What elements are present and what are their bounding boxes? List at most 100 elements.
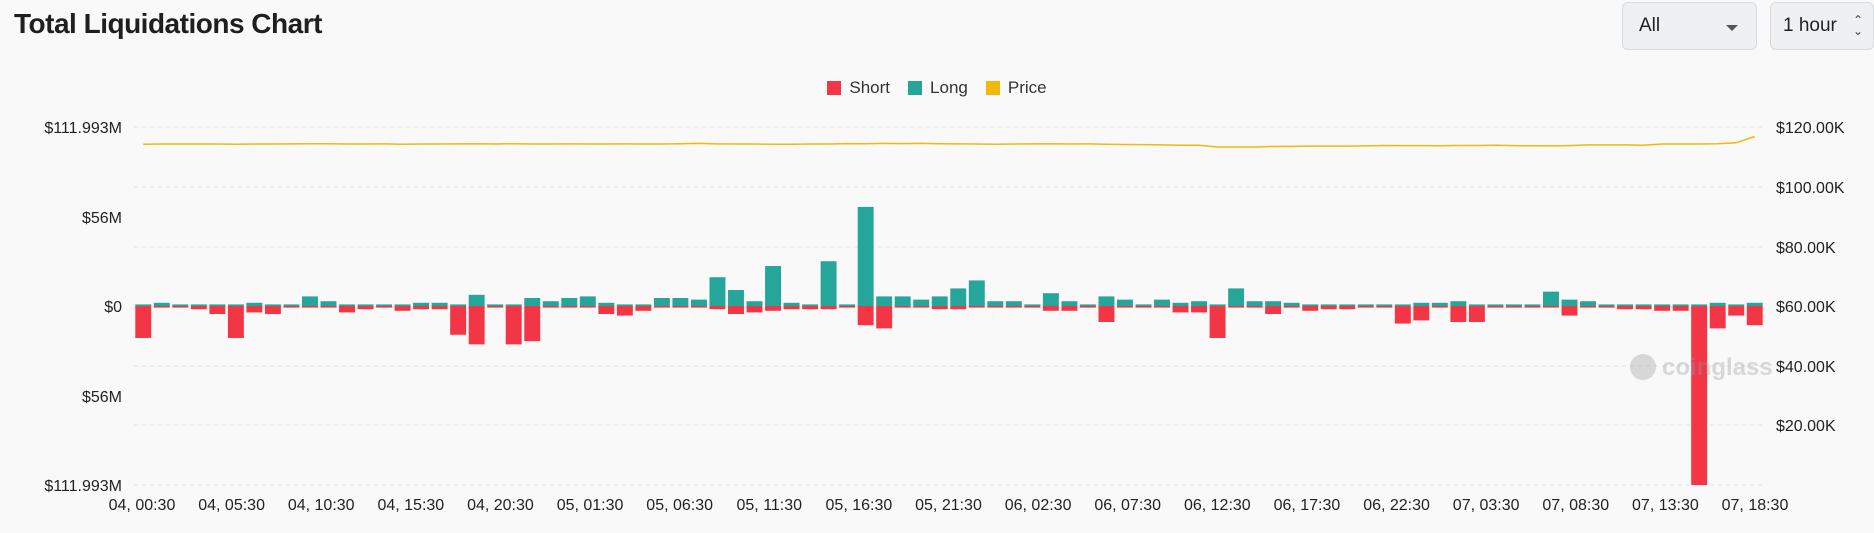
- short-bar: [209, 306, 226, 314]
- short-bar: [227, 306, 244, 338]
- short-bar: [987, 306, 1004, 308]
- legend-item-price[interactable]: Price: [985, 78, 1047, 98]
- long-bar: [283, 304, 300, 306]
- long-bar: [876, 296, 893, 306]
- long-bar: [450, 304, 467, 306]
- x-tick-label: 06, 22:30: [1363, 497, 1430, 514]
- short-bar: [1302, 306, 1319, 311]
- short-bar: [913, 306, 930, 308]
- long-bar: [1598, 304, 1615, 306]
- long-bar: [1283, 302, 1300, 306]
- short-bar: [1691, 306, 1708, 486]
- short-bar: [1098, 306, 1115, 322]
- long-bar: [1746, 302, 1763, 306]
- long-bar: [1172, 302, 1189, 306]
- y-right-tick-label: $40.00K: [1776, 359, 1836, 376]
- short-bar: [1672, 306, 1689, 311]
- y-right-tick-label: $100.00K: [1776, 180, 1845, 197]
- long-bar: [987, 301, 1004, 306]
- long-bar: [1320, 304, 1337, 306]
- short-bar: [1746, 306, 1763, 326]
- long-bar: [1487, 304, 1504, 306]
- short-bar: [876, 306, 893, 329]
- long-bar: [616, 304, 633, 306]
- long-bar: [765, 266, 781, 306]
- short-bar: [1709, 306, 1726, 329]
- long-bar: [505, 304, 522, 306]
- short-bar: [1543, 306, 1559, 308]
- long-bar: [894, 296, 911, 306]
- long-bar: [1061, 301, 1078, 306]
- legend-item-long[interactable]: Long: [908, 78, 968, 98]
- x-tick-label: 07, 13:30: [1632, 497, 1699, 514]
- interval-select[interactable]: 1 hour ⌃ ⌄: [1770, 2, 1874, 50]
- long-bar: [1394, 304, 1411, 306]
- long-bar: [1098, 296, 1115, 306]
- short-bar: [357, 306, 374, 310]
- long-bar: [728, 290, 744, 306]
- short-bar: [802, 306, 819, 310]
- x-tick-label: 06, 07:30: [1094, 497, 1161, 514]
- short-bar: [635, 306, 652, 311]
- page-title: Total Liquidations Chart: [14, 8, 322, 39]
- long-bar: [1617, 304, 1634, 306]
- long-bar: [857, 206, 874, 306]
- legend-swatch-long: [908, 81, 923, 95]
- y-left-tick-label: $111.993M: [44, 478, 122, 495]
- y-left-tick-label: $56M: [82, 389, 122, 406]
- legend-label-short: Short: [849, 78, 891, 97]
- y-right-tick-label: $20.00K: [1776, 418, 1836, 435]
- long-bar: [1228, 288, 1245, 306]
- short-bar: [487, 306, 504, 308]
- short-bars: [135, 306, 1763, 486]
- short-bar: [709, 306, 726, 310]
- long-bar: [561, 298, 578, 306]
- long-bar: [950, 288, 967, 306]
- y-right-tick-label: $120.00K: [1776, 120, 1845, 137]
- legend-item-short[interactable]: Short: [827, 78, 890, 98]
- long-bar: [968, 280, 985, 306]
- short-bar: [542, 306, 559, 308]
- long-bar: [709, 277, 726, 306]
- x-tick-label: 07, 03:30: [1453, 497, 1520, 514]
- long-bar: [339, 304, 355, 306]
- x-tick-label: 07, 08:30: [1542, 497, 1609, 514]
- y-left-tick-label: $111.993M: [44, 120, 122, 137]
- long-bar: [413, 302, 430, 306]
- price-line: [143, 135, 1755, 148]
- long-bar: [1561, 299, 1578, 306]
- long-bar: [913, 299, 930, 306]
- long-bar: [1431, 302, 1448, 306]
- short-bar: [950, 306, 967, 310]
- short-bar: [524, 306, 541, 342]
- long-bar: [394, 304, 411, 306]
- short-bar: [505, 306, 522, 345]
- short-bar: [931, 306, 948, 310]
- x-tick-label: 04, 10:30: [288, 497, 355, 514]
- long-bar: [1524, 304, 1541, 306]
- short-bar: [616, 306, 633, 316]
- long-bar: [1265, 301, 1282, 306]
- short-bar: [598, 306, 615, 314]
- x-tick-label: 05, 16:30: [826, 497, 893, 514]
- short-bar: [1024, 306, 1041, 308]
- short-bar: [376, 306, 393, 308]
- x-axis: 04, 00:30 04, 05:30 04, 10:30 04, 15:30 04, …: [109, 497, 1789, 514]
- long-bar: [302, 296, 318, 306]
- short-bar: [413, 306, 430, 310]
- short-bar: [1413, 306, 1430, 321]
- long-bar: [320, 301, 337, 306]
- long-bar: [487, 304, 504, 306]
- short-bar: [1283, 306, 1300, 308]
- long-bar: [839, 304, 856, 306]
- short-bar: [468, 306, 485, 345]
- long-bar: [746, 301, 763, 306]
- long-bars: [135, 206, 1763, 306]
- short-bar: [1265, 306, 1282, 314]
- x-tick-label: 04, 05:30: [198, 497, 265, 514]
- long-bar: [1543, 291, 1559, 306]
- short-bar: [746, 306, 763, 313]
- filter-select[interactable]: All: [1622, 2, 1757, 50]
- long-bar: [1691, 304, 1708, 306]
- short-bar: [820, 306, 837, 310]
